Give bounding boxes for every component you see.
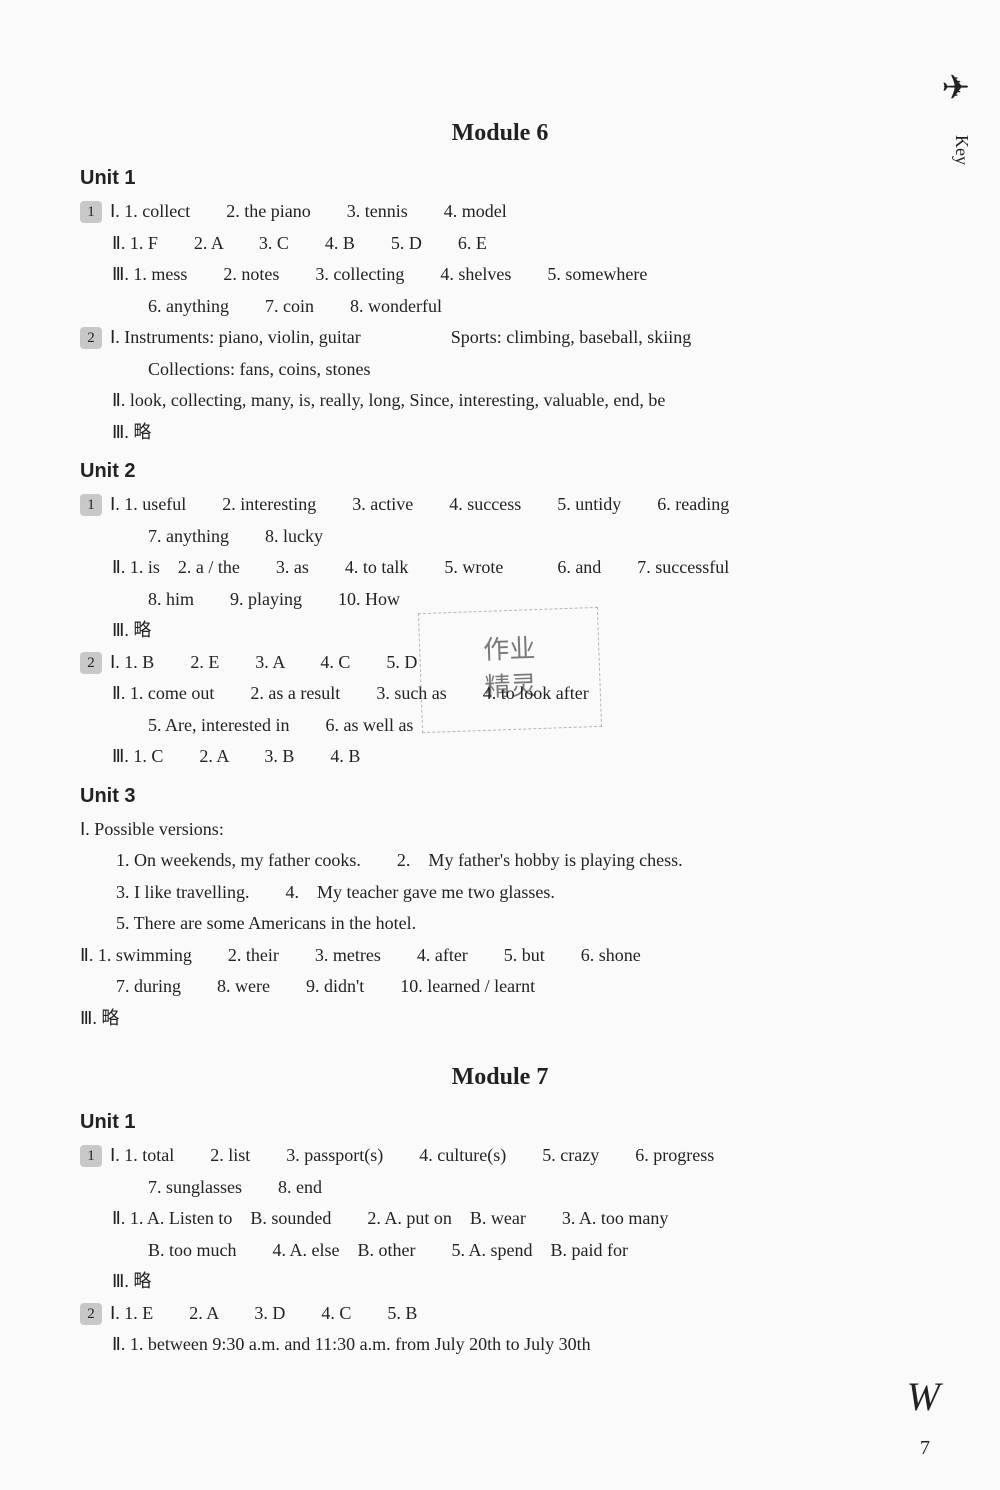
module-title: Module 7	[80, 1064, 920, 1091]
answer-line: 1 Ⅰ. 1. useful 2. interesting 3. active 4…	[80, 489, 920, 521]
page-number: 7	[920, 1437, 930, 1460]
unit-title: Unit 2	[80, 460, 920, 483]
section-bullet: 1	[80, 1145, 102, 1167]
corner-brace: W	[907, 1373, 940, 1420]
answer-line: 1. On weekends, my father cooks. 2. My f…	[80, 845, 920, 877]
answer-text: Ⅰ. 1. total 2. list 3. passport(s) 4. cu…	[110, 1145, 714, 1165]
answer-line: Ⅲ. 1. C 2. A 3. B 4. B	[80, 741, 920, 773]
answer-line: 7. sunglasses 8. end	[80, 1172, 920, 1204]
answer-text: Ⅰ. 1. collect 2. the piano 3. tennis 4. …	[110, 201, 507, 221]
answer-text: Ⅰ. 1. E 2. A 3. D 4. C 5. B	[110, 1303, 417, 1323]
answer-text: Ⅰ. 1. B 2. E 3. A 4. C 5. D	[110, 652, 417, 672]
answer-line: 5. Are, interested in 6. as well as	[80, 710, 920, 742]
answer-line: 1 Ⅰ. 1. collect 2. the piano 3. tennis 4.…	[80, 196, 920, 228]
answer-line: Ⅲ. 略	[80, 1003, 920, 1035]
answer-line: Ⅱ. 1. F 2. A 3. C 4. B 5. D 6. E	[80, 228, 920, 260]
section-bullet: 2	[80, 652, 102, 674]
answer-line: Ⅰ. Possible versions:	[80, 814, 920, 846]
answer-line: Ⅲ. 略	[80, 1266, 920, 1298]
answer-text: Ⅰ. 1. useful 2. interesting 3. active 4.…	[110, 494, 729, 514]
section-bullet: 2	[80, 327, 102, 349]
answer-line: Ⅱ. 1. A. Listen to B. sounded 2. A. put …	[80, 1203, 920, 1235]
unit-title: Unit 1	[80, 1111, 920, 1134]
side-label: Key	[951, 135, 972, 165]
answer-line: Ⅲ. 略	[80, 615, 920, 647]
answer-line: Ⅱ. 1. is 2. a / the 3. as 4. to talk 5. …	[80, 552, 920, 584]
corner-bird-icon: ✈	[942, 68, 971, 108]
answer-line: Ⅲ. 1. mess 2. notes 3. collecting 4. she…	[80, 259, 920, 291]
answer-line: Ⅱ. 1. swimming 2. their 3. metres 4. aft…	[80, 940, 920, 972]
answer-line: 6. anything 7. coin 8. wonderful	[80, 291, 920, 323]
answer-line: 2 Ⅰ. 1. B 2. E 3. A 4. C 5. D	[80, 647, 920, 679]
unit-title: Unit 3	[80, 785, 920, 808]
answer-line: Ⅱ. look, collecting, many, is, really, l…	[80, 385, 920, 417]
section-bullet: 1	[80, 494, 102, 516]
answer-text: Ⅰ. Instruments: piano, violin, guitar Sp…	[110, 327, 691, 347]
answer-line: 1 Ⅰ. 1. total 2. list 3. passport(s) 4. c…	[80, 1140, 920, 1172]
page-content: Module 6 Unit 1 1 Ⅰ. 1. collect 2. the pian…	[80, 120, 920, 1361]
section-bullet: 2	[80, 1303, 102, 1325]
section-bullet: 1	[80, 201, 102, 223]
unit-title: Unit 1	[80, 167, 920, 190]
answer-line: Ⅱ. 1. come out 2. as a result 3. such as…	[80, 678, 920, 710]
answer-line: 3. I like travelling. 4. My teacher gave…	[80, 877, 920, 909]
answer-line: 2 Ⅰ. 1. E 2. A 3. D 4. C 5. B	[80, 1298, 920, 1330]
answer-line: B. too much 4. A. else B. other 5. A. sp…	[80, 1235, 920, 1267]
answer-line: Ⅲ. 略	[80, 417, 920, 449]
module-title: Module 6	[80, 120, 920, 147]
answer-line: 2 Ⅰ. Instruments: piano, violin, guitar S…	[80, 322, 920, 354]
answer-line: 7. during 8. were 9. didn't 10. learned …	[80, 971, 920, 1003]
answer-line: 7. anything 8. lucky	[80, 521, 920, 553]
answer-line: 8. him 9. playing 10. How	[80, 584, 920, 616]
answer-line: 5. There are some Americans in the hotel…	[80, 908, 920, 940]
answer-line: Ⅱ. 1. between 9:30 a.m. and 11:30 a.m. f…	[80, 1329, 920, 1361]
answer-line: Collections: fans, coins, stones	[80, 354, 920, 386]
